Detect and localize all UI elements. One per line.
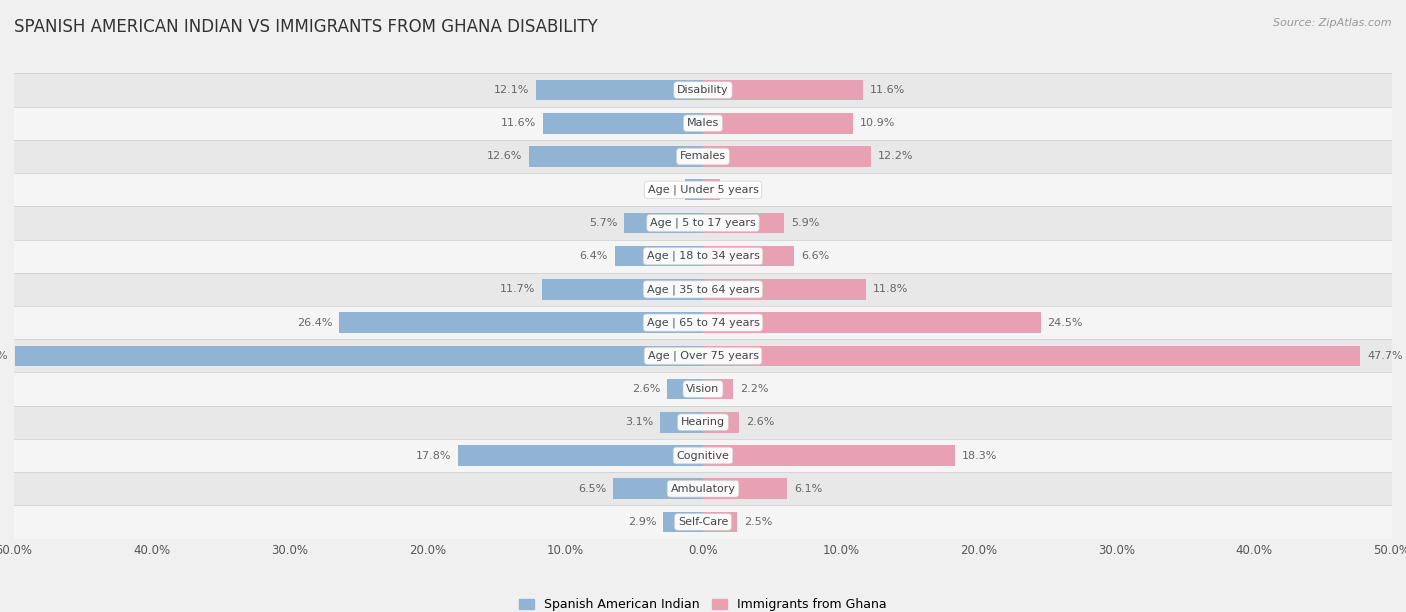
Bar	[613, 479, 703, 499]
Bar	[458, 445, 703, 466]
Text: 6.5%: 6.5%	[578, 483, 606, 494]
Text: 2.9%: 2.9%	[627, 517, 657, 527]
Bar	[703, 479, 787, 499]
Text: Hearing: Hearing	[681, 417, 725, 427]
Bar	[703, 179, 720, 200]
Bar	[14, 239, 1392, 273]
Text: Cognitive: Cognitive	[676, 450, 730, 460]
Text: 12.6%: 12.6%	[486, 152, 523, 162]
Bar	[703, 279, 866, 300]
Text: 47.7%: 47.7%	[1367, 351, 1403, 361]
Text: 26.4%: 26.4%	[297, 318, 332, 327]
Bar	[14, 173, 1392, 206]
Text: 2.6%: 2.6%	[745, 417, 775, 427]
Text: 1.3%: 1.3%	[650, 185, 678, 195]
Text: 10.9%: 10.9%	[860, 118, 896, 129]
Bar	[661, 412, 703, 433]
Bar	[14, 306, 1392, 339]
Bar	[530, 146, 703, 167]
Bar	[703, 113, 853, 133]
Bar	[703, 80, 863, 100]
Bar	[703, 146, 872, 167]
Text: SPANISH AMERICAN INDIAN VS IMMIGRANTS FROM GHANA DISABILITY: SPANISH AMERICAN INDIAN VS IMMIGRANTS FR…	[14, 18, 598, 36]
Text: Age | Under 5 years: Age | Under 5 years	[648, 184, 758, 195]
Bar	[14, 439, 1392, 472]
Bar	[541, 279, 703, 300]
Text: Age | 18 to 34 years: Age | 18 to 34 years	[647, 251, 759, 261]
Bar	[703, 412, 738, 433]
Bar	[624, 212, 703, 233]
Text: 3.1%: 3.1%	[626, 417, 654, 427]
Bar	[703, 346, 1360, 366]
Text: Males: Males	[688, 118, 718, 129]
Text: 11.6%: 11.6%	[501, 118, 536, 129]
Bar	[703, 512, 738, 532]
Bar	[685, 179, 703, 200]
Text: 18.3%: 18.3%	[962, 450, 997, 460]
Bar	[703, 445, 955, 466]
Text: 11.6%: 11.6%	[870, 85, 905, 95]
Bar	[14, 373, 1392, 406]
Bar	[339, 312, 703, 333]
Text: Source: ZipAtlas.com: Source: ZipAtlas.com	[1274, 18, 1392, 28]
Bar	[703, 212, 785, 233]
Bar	[14, 506, 1392, 539]
Text: 17.8%: 17.8%	[415, 450, 451, 460]
Bar	[14, 273, 1392, 306]
Bar	[14, 73, 1392, 106]
Legend: Spanish American Indian, Immigrants from Ghana: Spanish American Indian, Immigrants from…	[515, 593, 891, 612]
Text: Age | 35 to 64 years: Age | 35 to 64 years	[647, 284, 759, 294]
Text: 1.2%: 1.2%	[727, 185, 755, 195]
Bar	[14, 472, 1392, 506]
Bar	[536, 80, 703, 100]
Text: 2.5%: 2.5%	[744, 517, 773, 527]
Text: 5.9%: 5.9%	[792, 218, 820, 228]
Text: 12.1%: 12.1%	[494, 85, 530, 95]
Text: Ambulatory: Ambulatory	[671, 483, 735, 494]
Bar	[543, 113, 703, 133]
Text: 5.7%: 5.7%	[589, 218, 617, 228]
Bar	[668, 379, 703, 400]
Text: Vision: Vision	[686, 384, 720, 394]
Bar	[614, 246, 703, 266]
Bar	[15, 346, 703, 366]
Bar	[703, 246, 794, 266]
Bar	[14, 106, 1392, 140]
Text: 6.4%: 6.4%	[579, 251, 607, 261]
Bar	[703, 379, 734, 400]
Bar	[14, 406, 1392, 439]
Text: 24.5%: 24.5%	[1047, 318, 1083, 327]
Text: 12.2%: 12.2%	[877, 152, 914, 162]
Text: 6.6%: 6.6%	[801, 251, 830, 261]
Text: Age | 5 to 17 years: Age | 5 to 17 years	[650, 218, 756, 228]
Text: 2.6%: 2.6%	[631, 384, 661, 394]
Text: 49.9%: 49.9%	[0, 351, 8, 361]
Text: Age | Over 75 years: Age | Over 75 years	[648, 351, 758, 361]
Text: 11.7%: 11.7%	[499, 285, 534, 294]
Text: Age | 65 to 74 years: Age | 65 to 74 years	[647, 318, 759, 328]
Text: 6.1%: 6.1%	[794, 483, 823, 494]
Bar	[14, 339, 1392, 373]
Text: 2.2%: 2.2%	[740, 384, 769, 394]
Bar	[703, 312, 1040, 333]
Text: Disability: Disability	[678, 85, 728, 95]
Text: Females: Females	[681, 152, 725, 162]
Text: Self-Care: Self-Care	[678, 517, 728, 527]
Bar	[14, 140, 1392, 173]
Text: 11.8%: 11.8%	[873, 285, 908, 294]
Bar	[664, 512, 703, 532]
Bar	[14, 206, 1392, 239]
